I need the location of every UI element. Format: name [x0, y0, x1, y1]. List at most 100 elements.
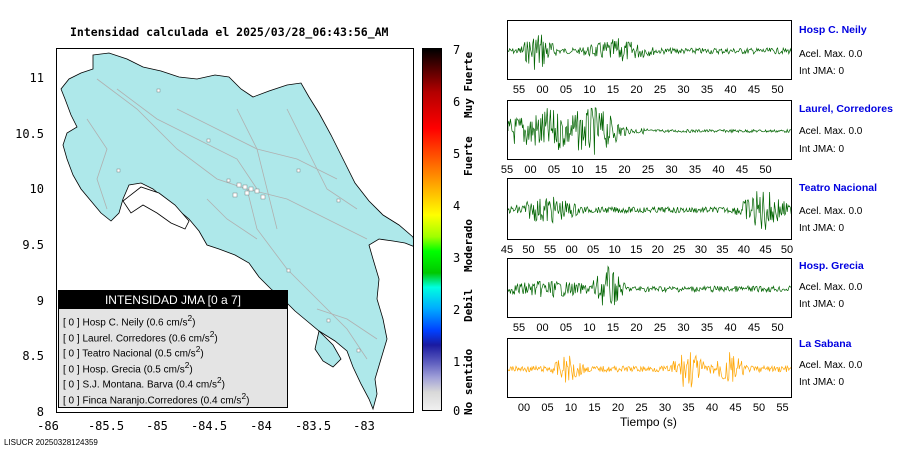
legend-station: Finca Naranjo.Corredores [82, 394, 198, 406]
city-marker [254, 188, 260, 194]
trace-tick-label: 10 [583, 84, 596, 96]
trace-tick-label: 25 [653, 322, 667, 334]
legend-row: [ 0 ] Hosp C. Neily (0.6 cm/s2) [59, 311, 287, 329]
legend-intensity: [ 0 ] [63, 348, 80, 360]
station-name: La Sabana [799, 338, 852, 350]
trace-tick-label: 35 [716, 244, 729, 256]
road [116, 88, 258, 190]
trace-tick-label: 15 [606, 322, 620, 334]
trace-tick-label: 25 [653, 84, 667, 96]
road [286, 108, 358, 210]
trace-tick-label: 40 [705, 402, 719, 414]
intensity-colorbar [422, 48, 442, 411]
trace-tick-label: 15 [594, 164, 608, 176]
trace-tick-label: 20 [630, 84, 643, 96]
colorbar-label: Fuerte [462, 136, 475, 176]
trace-tick-label: 15 [588, 402, 601, 414]
seismogram-trace [508, 352, 791, 388]
trace-tick-label: 20 [630, 322, 643, 334]
trace-tick-label: 10 [571, 164, 584, 176]
trace-tick-label: 35 [700, 84, 714, 96]
trace-tick-label: 00 [565, 244, 578, 256]
acel-max: Acel. Max. 0.0 [799, 360, 863, 371]
trace-tick-label: 35 [682, 402, 695, 414]
x-tick-label: -84.5 [190, 419, 228, 433]
trace-panel [507, 100, 792, 160]
trace-tick-label: 00 [517, 402, 531, 414]
trace-tick-label: 05 [541, 402, 554, 414]
waveform-line [508, 34, 791, 70]
legend-row: [ 0 ] S.J. Montana. Barva (0.4 cm/s2) [59, 373, 287, 391]
colorbar-tick: 5 [453, 147, 461, 161]
seismogram-trace [508, 265, 791, 306]
x-tick-label: -83.5 [294, 419, 332, 433]
road [316, 308, 378, 340]
trace-tick-label: 30 [677, 322, 690, 334]
colorbar-tick: 2 [453, 303, 461, 317]
legend-intensity: [ 0 ] [63, 332, 80, 344]
time-axis-label: Tiempo (s) [620, 415, 677, 429]
city-marker [286, 268, 291, 273]
legend-close: ) [192, 317, 196, 329]
city-marker [244, 190, 250, 196]
city-marker [232, 192, 238, 198]
waveform-line [508, 352, 791, 388]
waveform-line [508, 191, 791, 230]
trace-tick-label: 45 [747, 84, 761, 96]
legend-close: ) [189, 363, 193, 375]
road [236, 108, 278, 230]
waveform-line [508, 265, 791, 306]
city-marker [296, 168, 301, 173]
trace-panel [507, 178, 792, 240]
city-marker [236, 182, 242, 188]
trace-tick-label: 00 [536, 84, 549, 96]
y-tick-label: 11 [29, 71, 44, 85]
legend-close: ) [214, 332, 218, 344]
legend-value: (0.4 cm/s [200, 394, 242, 406]
colorbar-tick: 0 [453, 404, 461, 418]
legend-value: (0.4 cm/s [175, 379, 217, 391]
legend-intensity: [ 0 ] [63, 363, 80, 375]
trace-tick-label: 55 [512, 322, 526, 334]
trace-tick-label: 20 [611, 402, 625, 414]
int-jma: Int JMA: 0 [799, 223, 845, 234]
legend-intensity: [ 0 ] [63, 317, 80, 329]
trace-tick-label: 50 [771, 84, 784, 96]
trace-tick-label: 15 [606, 84, 620, 96]
legend-station: S.J. Montana. Barva [82, 379, 174, 391]
trace-tick-label: 30 [694, 244, 707, 256]
trace-tick-label: 00 [524, 164, 537, 176]
x-tick-label: -83 [353, 419, 375, 433]
city-marker [226, 178, 231, 183]
x-tick-label: -85 [146, 419, 168, 433]
trace-tick-label: 40 [712, 164, 725, 176]
trace-tick-label: 55 [512, 84, 526, 96]
legend-row: [ 0 ] Laurel. Corredores (0.6 cm/s2) [59, 327, 287, 344]
trace-tick-label: 30 [677, 84, 690, 96]
trace-tick-label: 25 [641, 164, 655, 176]
x-tick-label: -86 [37, 419, 59, 433]
city-marker [326, 318, 331, 323]
legend-row: [ 0 ] Finca Naranjo.Corredores (0.4 cm/s… [59, 389, 287, 406]
station-name: Teatro Nacional [799, 182, 877, 194]
acel-max: Acel. Max. 0.0 [799, 206, 863, 217]
trace-tick-label: 30 [665, 164, 678, 176]
intensity-legend: INTENSIDAD JMA [0 a 7] [ 0 ] Hosp C. Nei… [58, 290, 288, 408]
trace-tick-label: 05 [559, 84, 573, 96]
city-markers [116, 88, 361, 353]
legend-intensity: [ 0 ] [63, 394, 80, 406]
colorbar-tick: 1 [453, 355, 461, 369]
legend-station: Hosp C. Neily [82, 317, 144, 329]
trace-tick-label: 05 [587, 244, 600, 256]
legend-value: (0.5 cm/s [154, 348, 196, 360]
colorbar-tick: 3 [453, 251, 461, 265]
city-marker [156, 88, 161, 93]
y-tick-label: 10.5 [15, 127, 44, 141]
city-marker [260, 194, 266, 200]
int-jma: Int JMA: 0 [799, 144, 845, 155]
legend-value: (0.6 cm/s [168, 332, 210, 344]
osa-peninsula [314, 330, 342, 368]
road-network [86, 78, 378, 360]
trace-tick-label: 35 [700, 322, 714, 334]
trace-tick-label: 35 [688, 164, 702, 176]
